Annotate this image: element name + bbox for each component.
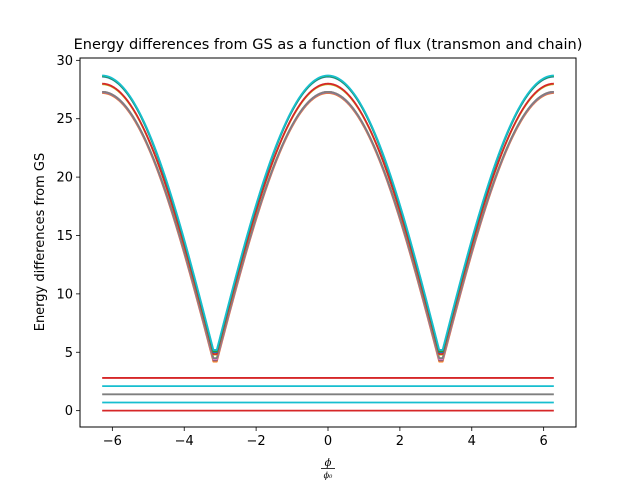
- y-tick-label-1: 5: [65, 346, 73, 361]
- x-axis-label: ϕ ϕ₀: [321, 458, 335, 480]
- x-axis-label-numerator: ϕ: [325, 458, 332, 469]
- x-tick-label-5: 4: [468, 434, 476, 449]
- y-tick-label-6: 30: [56, 54, 73, 69]
- y-axis-label: Energy differences from GS: [33, 153, 48, 332]
- axes-frame: [79, 57, 577, 428]
- x-axis-label-denominator: ϕ₀: [324, 471, 333, 480]
- x-tick-label-4: 2: [396, 434, 404, 449]
- y-tick-label-4: 20: [56, 171, 73, 186]
- x-tick-label-0: −6: [103, 434, 122, 449]
- x-tick-label-1: −4: [175, 434, 194, 449]
- x-axis: −6 −4 −2 0 2 4 6: [103, 427, 548, 449]
- curve-series-line-4: [101, 90, 555, 359]
- y-tick-label-2: 10: [56, 287, 73, 302]
- curve-series-line-9: [101, 74, 555, 351]
- chart-title: Energy differences from GS as a function…: [74, 37, 583, 53]
- plot-area: [101, 74, 555, 412]
- y-tick-label-5: 25: [56, 112, 73, 127]
- y-tick-label-3: 15: [56, 229, 73, 244]
- curve-series-line-6: [101, 82, 555, 355]
- x-tick-label-6: 6: [540, 434, 548, 449]
- x-tick-label-3: 0: [324, 434, 332, 449]
- x-tick-label-2: −2: [247, 434, 266, 449]
- y-tick-label-0: 0: [65, 404, 73, 419]
- y-axis: 0 5 10 15 20 25 30: [56, 54, 80, 419]
